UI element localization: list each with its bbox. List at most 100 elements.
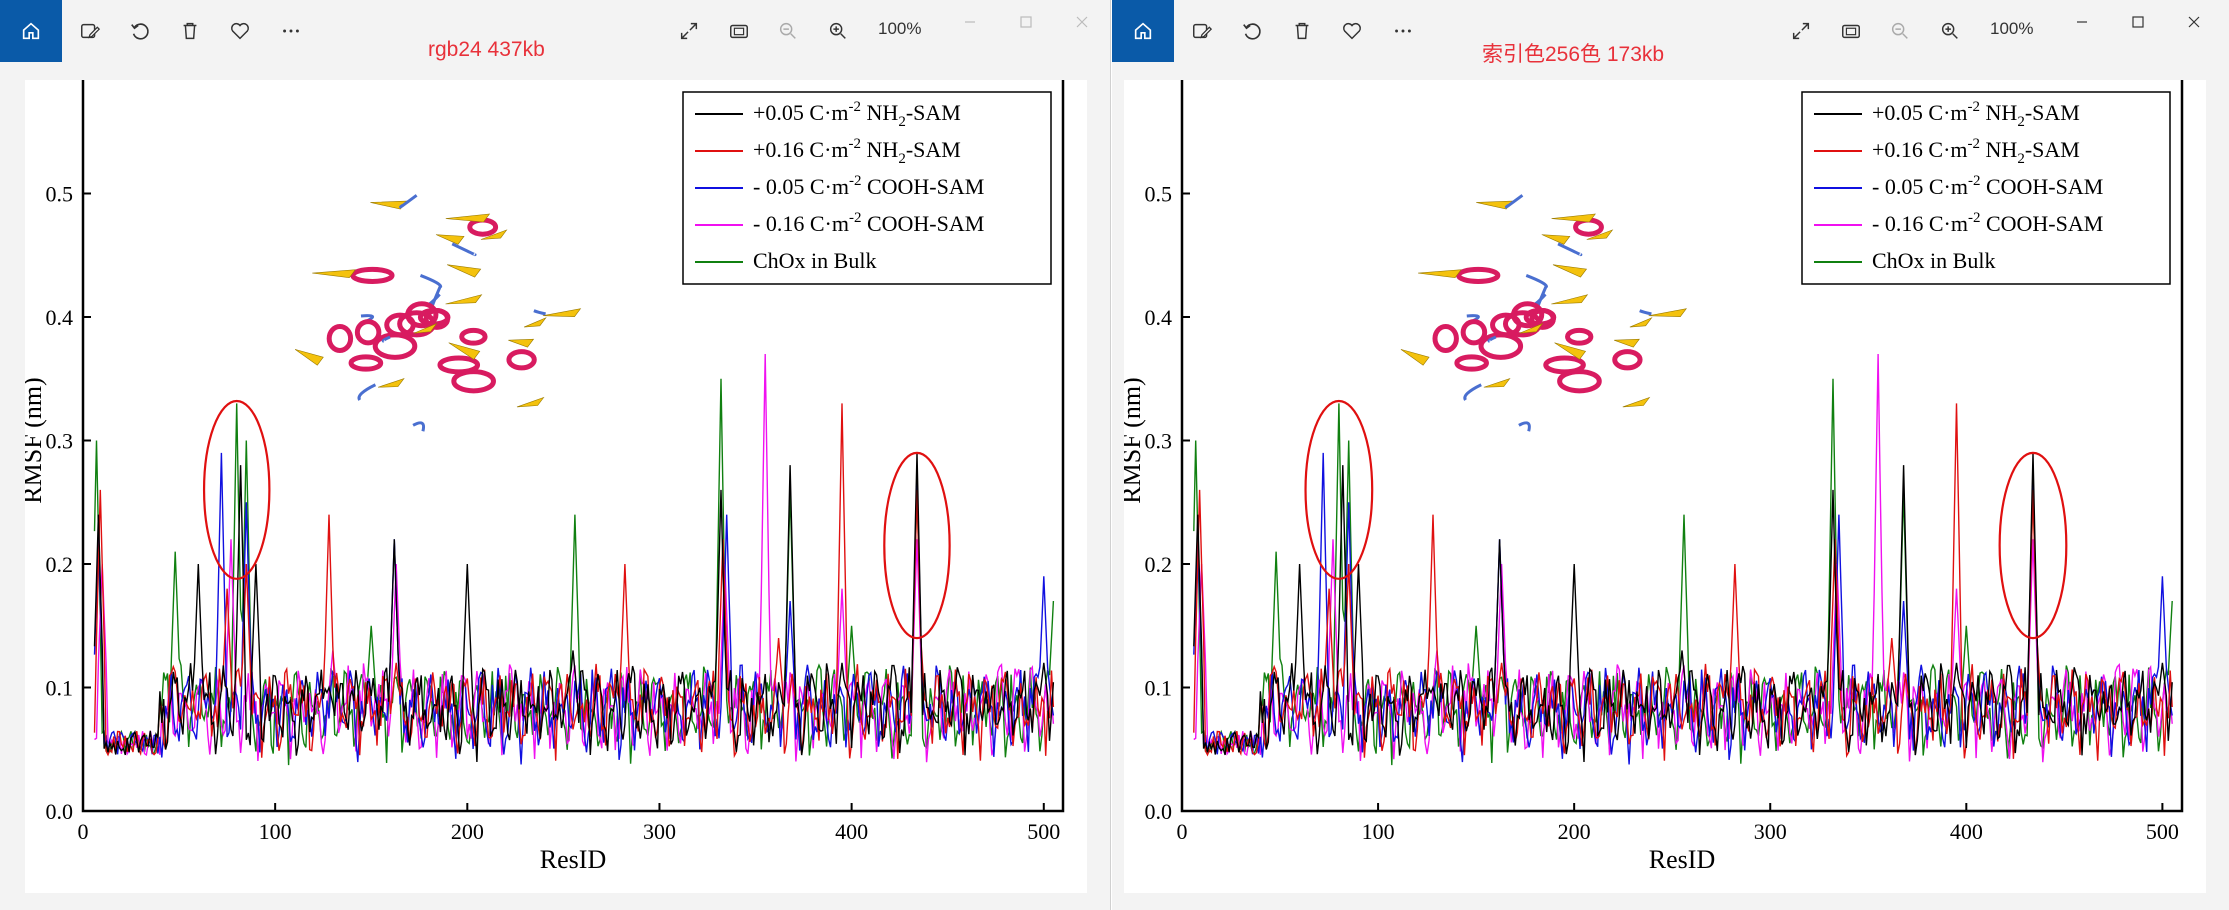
- beta-sheet: [445, 294, 483, 305]
- toolbar: 100%: [0, 0, 1110, 62]
- alpha-helix: [348, 354, 384, 372]
- x-tick-label: 500: [1027, 819, 1060, 844]
- y-tick-label: 0.2: [46, 552, 74, 577]
- y-axis-label: RMSF (nm): [25, 377, 47, 503]
- delete-button[interactable]: [1286, 15, 1318, 47]
- fit-button[interactable]: [723, 15, 755, 47]
- expand-icon: [1792, 22, 1810, 40]
- rotate-button[interactable]: [1236, 15, 1268, 47]
- fit-button[interactable]: [1835, 15, 1867, 47]
- coil: [451, 242, 477, 257]
- legend-entry: - 0.05 C·m-2 COOH-SAM: [753, 173, 984, 199]
- y-tick-label: 0.0: [46, 799, 74, 824]
- y-tick-label: 0.5: [46, 182, 74, 207]
- protein-structure-inset: [1400, 194, 1687, 432]
- alpha-helix: [354, 319, 382, 346]
- image-canvas[interactable]: 0 100 200 300 400 500 0.0 0.1 0.2 0.3 0.4 0.5 0.6 Res…: [1124, 80, 2206, 893]
- fit-icon: [1842, 24, 1860, 39]
- beta-sheet: [1418, 269, 1462, 279]
- more-icon: [283, 29, 299, 33]
- beta-sheet: [1541, 234, 1571, 245]
- zoom-out-icon: [779, 22, 796, 39]
- legend-entry: +0.05 C·m-2 NH2-SAM: [753, 99, 961, 130]
- zoom-in-button[interactable]: [822, 15, 854, 47]
- minimize-icon: [2077, 21, 2087, 23]
- y-tick-label: 0.0: [1145, 799, 1173, 824]
- edit-image-button[interactable]: [74, 15, 106, 47]
- beta-sheet: [1614, 338, 1640, 348]
- more-button[interactable]: [1387, 15, 1419, 47]
- zoom-out-button[interactable]: [1884, 15, 1916, 47]
- zoom-in-button[interactable]: [1934, 15, 1966, 47]
- beta-sheet: [523, 317, 547, 328]
- x-axis-label: ResID: [540, 845, 606, 874]
- coil: [533, 309, 546, 316]
- y-tick-label: 0.3: [46, 429, 74, 454]
- home-icon: [22, 22, 40, 40]
- alpha-helix: [1511, 301, 1545, 329]
- x-tick-label: 200: [1558, 819, 1591, 844]
- y-tick-label: 0.4: [1145, 305, 1173, 330]
- favorite-icon: [231, 22, 249, 40]
- image-canvas[interactable]: 0 100 200 300 400 500 0.0 0.1 0.2 0.3 0.4 0.5 0.6 Res…: [25, 80, 1087, 893]
- edit-image-icon: [1193, 23, 1213, 39]
- maximize-button[interactable]: [1012, 10, 1040, 34]
- x-tick-label: 400: [835, 819, 868, 844]
- highlight-ellipse: [883, 451, 951, 640]
- close-button[interactable]: [2180, 10, 2208, 34]
- close-button[interactable]: [1068, 10, 1096, 34]
- alpha-helix: [326, 323, 354, 353]
- photo-viewer-window-right: 100% 索引色256色 173kb 0 100 200 300 400 500 0.0 0.…: [1112, 0, 2229, 910]
- beta-sheet: [1400, 349, 1430, 366]
- minimize-button[interactable]: [2068, 10, 2096, 34]
- zoom-out-button[interactable]: [772, 15, 804, 47]
- x-tick-label: 300: [643, 819, 676, 844]
- alpha-helix: [405, 301, 439, 329]
- zoom-level[interactable]: 100%: [878, 19, 922, 38]
- delete-icon: [1295, 22, 1309, 40]
- series-line-magenta: [1193, 353, 2173, 763]
- legend: +0.05 C·m-2 NH2-SAM +0.16 C·m-2 NH2-SAM - …: [682, 91, 1052, 285]
- favorite-button[interactable]: [1336, 15, 1368, 47]
- y-tick-label: 0.4: [46, 305, 74, 330]
- alpha-helix: [1456, 266, 1501, 284]
- protein-structure-inset: [294, 194, 582, 432]
- coil: [357, 383, 377, 401]
- zoom-level[interactable]: 100%: [1990, 19, 2034, 38]
- zoom-in-icon: [829, 22, 846, 39]
- edit-image-button[interactable]: [1186, 15, 1218, 47]
- beta-sheet: [542, 308, 582, 317]
- series-line-green: [93, 378, 1055, 766]
- delete-button[interactable]: [174, 15, 206, 47]
- home-button[interactable]: [0, 0, 62, 62]
- alpha-helix: [417, 307, 451, 327]
- x-tick-label: 100: [259, 819, 292, 844]
- more-button[interactable]: [275, 15, 307, 47]
- beta-sheet: [1622, 396, 1651, 408]
- beta-sheet: [312, 269, 356, 279]
- expand-button[interactable]: [1785, 15, 1817, 47]
- legend-entry: +0.05 C·m-2 NH2-SAM: [1872, 99, 2080, 130]
- coil: [1463, 383, 1482, 401]
- favorite-button[interactable]: [224, 15, 256, 47]
- rotate-button[interactable]: [124, 15, 156, 47]
- expand-button[interactable]: [673, 15, 705, 47]
- beta-sheet: [435, 234, 465, 245]
- alpha-helix: [1523, 307, 1557, 327]
- beta-sheet: [1519, 322, 1544, 334]
- x-tick-label: 0: [78, 819, 89, 844]
- series-line-green: [1193, 378, 2173, 766]
- y-tick-label: 0.6: [1145, 80, 1173, 83]
- minimize-button[interactable]: [956, 10, 984, 34]
- beta-sheet: [1552, 264, 1588, 278]
- legend-entry: ChOx in Bulk: [1872, 248, 1995, 273]
- home-button[interactable]: [1112, 0, 1174, 62]
- delete-icon: [183, 22, 197, 40]
- maximize-button[interactable]: [2124, 10, 2152, 34]
- beta-sheet: [447, 264, 482, 278]
- close-icon: [1076, 16, 1088, 28]
- coil: [1504, 194, 1524, 209]
- alpha-helix: [1460, 319, 1488, 346]
- beta-sheet: [1629, 317, 1653, 328]
- y-axis-label: RMSF (nm): [1124, 377, 1146, 503]
